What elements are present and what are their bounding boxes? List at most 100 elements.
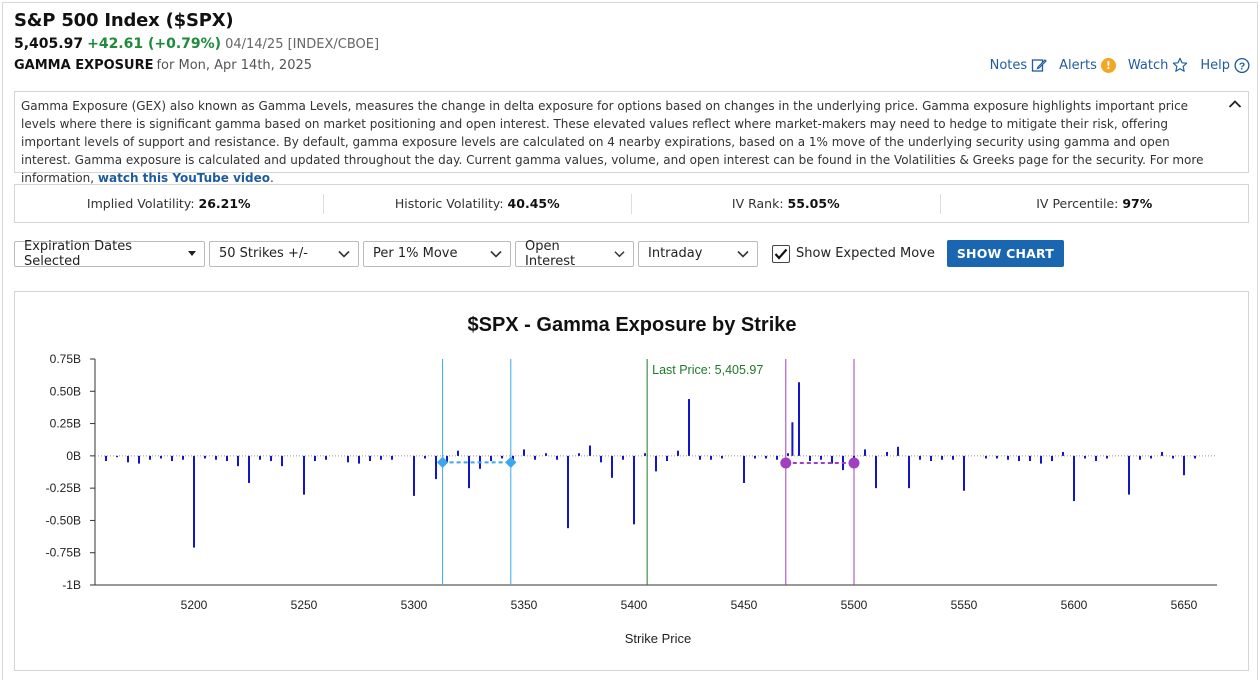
historic-volatility: Historic Volatility: 40.45% xyxy=(324,193,632,214)
y-tick-label: 0.75B xyxy=(50,352,81,366)
gamma-bar xyxy=(1062,451,1064,456)
ivr-value: 55.05% xyxy=(787,195,840,211)
gamma-bar xyxy=(633,455,635,525)
page-title: S&P 500 Index ($SPX) xyxy=(14,10,234,31)
implied-volatility: Implied Volatility: 26.21% xyxy=(15,193,324,214)
gamma-bar xyxy=(193,455,195,548)
chart-panel: $SPX - Gamma Exposure by Strike 0.75B 0.50… xyxy=(14,291,1249,671)
iv-value: 26.21% xyxy=(198,195,251,211)
gamma-bar xyxy=(721,455,723,459)
gamma-bar xyxy=(864,449,866,456)
gamma-bar xyxy=(798,382,800,456)
gamma-bar xyxy=(688,399,690,456)
gamma-bar xyxy=(710,455,712,460)
gamma-bar xyxy=(1150,455,1152,459)
quote-line: 5,405.97 +42.61 (+0.79%) 04/14/25 [INDEX/C… xyxy=(14,36,379,52)
gamma-bar xyxy=(424,455,426,459)
gamma-bar xyxy=(765,455,767,459)
notes-label: Notes xyxy=(989,57,1028,73)
gamma-bar xyxy=(908,455,910,489)
gamma-bar xyxy=(160,455,162,459)
last-price-label: Last Price: 5,405.97 xyxy=(652,363,763,377)
gamma-bar xyxy=(1106,455,1108,459)
gamma-bar xyxy=(138,455,140,464)
gamma-bar xyxy=(1139,455,1141,460)
gamma-bar xyxy=(281,455,283,467)
quote-meta: 04/14/25 [INDEX/CBOE] xyxy=(225,37,380,52)
gamma-bar xyxy=(952,455,954,460)
period-select[interactable]: Intraday xyxy=(638,240,758,267)
expiration-label: Expiration Dates Selected xyxy=(24,238,132,269)
gamma-bar xyxy=(1095,455,1097,462)
x-tick-label: 5650 xyxy=(1171,598,1198,612)
volatility-bar: Implied Volatility: 26.21% Historic Vola… xyxy=(14,184,1249,223)
help-link[interactable]: Help ? xyxy=(1200,57,1250,73)
gamma-bar xyxy=(820,455,822,460)
gamma-bar xyxy=(666,455,668,462)
gamma-bar xyxy=(259,455,261,460)
gamma-bar xyxy=(248,455,250,483)
gamma-bar xyxy=(127,455,129,463)
chevron-up-icon[interactable] xyxy=(1228,96,1242,114)
subtitle-label: GAMMA EXPOSURE xyxy=(14,58,154,73)
description-panel: Gamma Exposure (GEX) also known as Gamma… xyxy=(14,91,1249,185)
gamma-bar xyxy=(369,455,371,462)
gamma-bar xyxy=(391,455,393,460)
gamma-bar xyxy=(985,455,987,459)
strikes-select[interactable]: 50 Strikes +/- xyxy=(209,240,359,267)
help-icon: ? xyxy=(1234,57,1250,73)
gamma-bar xyxy=(622,455,624,460)
gamma-bar xyxy=(1183,455,1185,476)
controls-row: Expiration Dates Selected 50 Strikes +/-… xyxy=(14,238,1064,269)
gamma-bar xyxy=(644,453,646,456)
gamma-bar xyxy=(380,455,382,460)
expected-move-label: Show Expected Move xyxy=(796,246,935,261)
youtube-link[interactable]: watch this YouTube video xyxy=(97,171,270,185)
gamma-bar xyxy=(875,455,877,489)
gamma-bar xyxy=(501,455,503,459)
x-tick-label: 5600 xyxy=(1061,598,1088,612)
gamma-bar xyxy=(171,455,173,462)
expected-move-marker xyxy=(848,457,860,469)
show-chart-button[interactable]: SHOW CHART xyxy=(946,240,1064,267)
expected-move-checkbox[interactable] xyxy=(772,244,790,263)
gamma-bar xyxy=(270,455,272,462)
hv-label: Historic Volatility: xyxy=(394,195,504,211)
help-label: Help xyxy=(1200,57,1230,73)
show-expected-move[interactable]: Show Expected Move xyxy=(772,244,935,263)
gamma-bar xyxy=(523,449,525,456)
gamma-bar xyxy=(204,455,206,459)
edit-icon xyxy=(1031,57,1048,73)
gamma-bar xyxy=(303,455,305,495)
gamma-bar xyxy=(534,455,536,460)
gamma-bar xyxy=(215,455,217,460)
notes-link[interactable]: Notes xyxy=(990,57,1048,73)
watch-link[interactable]: Watch xyxy=(1128,57,1188,73)
iv-label: Implied Volatility: xyxy=(86,195,195,211)
gamma-bar xyxy=(600,455,602,463)
description-end: . xyxy=(269,171,274,185)
gamma-bar xyxy=(347,455,349,463)
gamma-bar xyxy=(791,422,794,456)
description-text: Gamma Exposure (GEX) also known as Gamma… xyxy=(21,99,1204,185)
iv-percentile: IV Percentile: 97% xyxy=(941,194,1249,214)
top-links: Notes Alerts ! Watch Help ? xyxy=(990,57,1250,73)
expiration-dropdown[interactable]: Expiration Dates Selected xyxy=(14,238,205,269)
gamma-bar xyxy=(1172,455,1174,459)
y-tick-label: -0.75B xyxy=(46,546,81,560)
move-select[interactable]: Per 1% Move xyxy=(363,240,511,267)
x-tick-label: 5200 xyxy=(181,598,208,612)
y-tick-label: -0.50B xyxy=(46,513,81,527)
gamma-bar xyxy=(963,455,965,491)
gamma-bar xyxy=(886,451,888,456)
metric-select[interactable]: Open Interest xyxy=(515,239,634,269)
gamma-bar xyxy=(182,455,184,460)
alerts-link[interactable]: Alerts ! xyxy=(1059,57,1116,73)
x-tick-label: 5550 xyxy=(951,598,978,612)
chevron-down-icon xyxy=(490,250,502,258)
gamma-bar xyxy=(1029,455,1031,462)
svg-text:?: ? xyxy=(1239,61,1245,72)
gamma-bar xyxy=(611,455,613,478)
gamma-bar xyxy=(490,455,492,462)
gamma-bar xyxy=(787,453,789,456)
